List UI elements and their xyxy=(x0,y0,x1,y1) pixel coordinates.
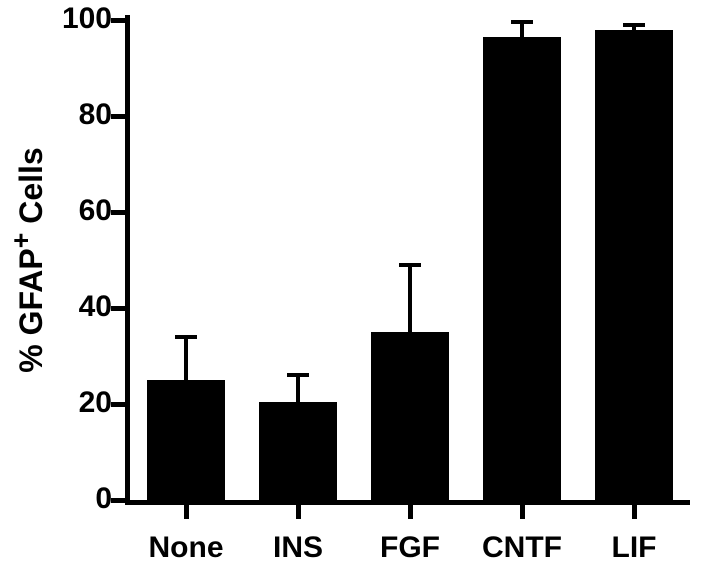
x-tick-label: INS xyxy=(242,531,354,565)
bar xyxy=(483,37,561,500)
y-tick xyxy=(111,498,125,503)
plot-area xyxy=(130,20,690,500)
error-bar-stem xyxy=(520,22,524,36)
bar xyxy=(595,30,673,500)
bar xyxy=(371,332,449,500)
x-tick-label: LIF xyxy=(578,531,690,565)
error-bar-stem xyxy=(184,337,188,380)
y-axis-line xyxy=(125,15,130,505)
x-tick xyxy=(296,505,301,519)
y-tick-label: 100 xyxy=(62,2,112,36)
error-bar-stem xyxy=(296,375,300,401)
error-bar-cap xyxy=(399,263,421,267)
error-bar-stem xyxy=(408,265,412,332)
error-bar-cap xyxy=(623,23,645,27)
x-tick-label: CNTF xyxy=(466,531,578,565)
y-tick xyxy=(111,114,125,119)
bar xyxy=(259,402,337,500)
y-tick-label: 40 xyxy=(79,290,112,324)
y-tick-label: 60 xyxy=(79,194,112,228)
x-tick-label: None xyxy=(130,531,242,565)
x-tick xyxy=(632,505,637,519)
x-tick xyxy=(184,505,189,519)
y-tick-label: 0 xyxy=(95,482,112,516)
y-tick xyxy=(111,210,125,215)
y-tick xyxy=(111,402,125,407)
y-axis-label: % GFAP+ Cells xyxy=(6,147,50,372)
error-bar-cap xyxy=(287,373,309,377)
x-tick xyxy=(520,505,525,519)
bar xyxy=(147,380,225,500)
y-tick xyxy=(111,18,125,23)
x-tick xyxy=(408,505,413,519)
y-tick-label: 80 xyxy=(79,98,112,132)
y-tick-label: 20 xyxy=(79,386,112,420)
y-tick xyxy=(111,306,125,311)
gfap-bar-chart: % GFAP+ Cells 0 20 40 60 80 100 NoneINSFGFCNTF… xyxy=(0,0,720,568)
error-bar-cap xyxy=(175,335,197,339)
x-tick-label: FGF xyxy=(354,531,466,565)
error-bar-cap xyxy=(511,20,533,24)
